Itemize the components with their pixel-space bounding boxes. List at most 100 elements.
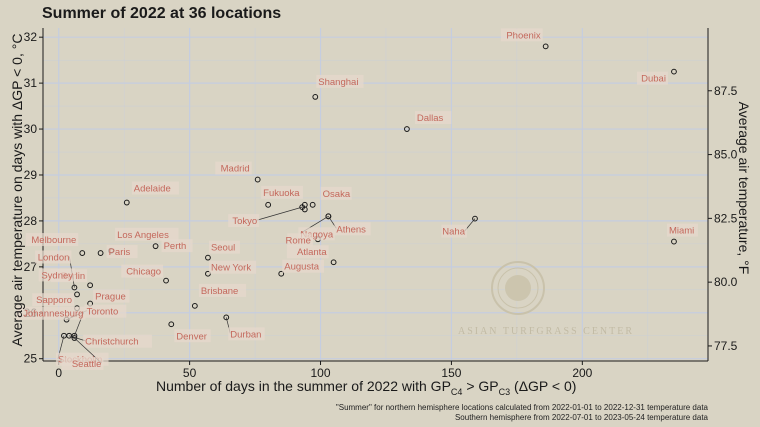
data-label-bg xyxy=(38,268,76,282)
data-label-bg xyxy=(121,264,164,278)
data-point xyxy=(223,314,230,321)
data-label-bg xyxy=(228,327,265,341)
data-point xyxy=(671,68,677,75)
data-point xyxy=(671,238,677,245)
data-label-bg xyxy=(316,74,364,88)
data-point xyxy=(123,199,130,206)
y-right-tick-label: 82.5 xyxy=(714,211,738,225)
data-point xyxy=(79,250,86,256)
data-label: Perth xyxy=(164,241,187,252)
data-label: Seattle xyxy=(72,359,102,370)
y-tick-label: 28 xyxy=(24,214,38,228)
data-point xyxy=(265,201,272,208)
y-axis-label: Average air temperature on days with ΔGP… xyxy=(9,33,25,347)
data-label: Sapporo xyxy=(36,295,72,306)
watermark-text: ASIAN TURFGRASS CENTER xyxy=(457,326,635,337)
data-label: Naha xyxy=(442,227,465,238)
data-point xyxy=(404,126,410,132)
data-label: Fukuoka xyxy=(263,188,300,199)
data-point xyxy=(87,282,94,289)
data-point xyxy=(472,215,478,222)
data-label: Dallas xyxy=(417,113,444,124)
y-tick-label: 30 xyxy=(24,122,38,136)
data-label-bg xyxy=(636,71,668,85)
data-label-bg xyxy=(131,181,179,195)
data-label-bg xyxy=(25,233,79,247)
y-right-tick-label: 87.5 xyxy=(714,84,738,98)
data-label: New York xyxy=(211,263,251,274)
data-label: Athens xyxy=(336,224,366,235)
x-tick-label: 200 xyxy=(572,366,592,380)
label-leader-line xyxy=(69,335,86,342)
x-tick-label: 0 xyxy=(55,366,62,380)
data-label: Paris xyxy=(109,247,131,258)
data-label: Tokyo xyxy=(232,216,257,227)
data-label-bg xyxy=(161,239,193,253)
data-label: London xyxy=(38,253,70,264)
data-point xyxy=(152,243,159,250)
data-label-bg xyxy=(666,223,698,237)
data-label-bg xyxy=(16,306,86,320)
data-point xyxy=(74,291,80,298)
data-label: Augusta xyxy=(284,262,320,273)
data-point xyxy=(325,213,332,220)
data-point xyxy=(66,332,73,339)
data-label-bg xyxy=(414,111,452,125)
data-label: Denver xyxy=(176,331,207,342)
data-label-bg xyxy=(334,222,371,236)
data-label: Christchurch xyxy=(85,337,138,348)
data-label: Toronto xyxy=(87,307,119,318)
label-leader-line xyxy=(257,206,303,221)
data-label: Miami xyxy=(669,226,694,237)
data-label: Chicago xyxy=(126,267,161,278)
data-label-bg xyxy=(320,186,352,200)
data-label: Sydney xyxy=(41,270,73,281)
data-point xyxy=(191,302,198,309)
data-label-bg xyxy=(287,233,313,247)
data-label-bg xyxy=(500,28,543,42)
data-label-bg xyxy=(174,329,211,343)
data-point xyxy=(312,93,319,100)
data-label-bg xyxy=(282,259,325,273)
x-tick-label: 150 xyxy=(441,366,461,380)
data-label-bg xyxy=(115,227,179,241)
chart-title: Summer of 2022 at 36 locations xyxy=(42,5,282,22)
data-label-bg xyxy=(198,283,247,297)
data-label-bg xyxy=(215,161,252,175)
data-label: Melbourne xyxy=(31,235,76,246)
data-label-bg xyxy=(441,224,467,238)
y-right-tick-label: 85.0 xyxy=(714,148,738,162)
data-label: Durban xyxy=(230,329,261,340)
data-point xyxy=(97,250,104,256)
data-label: Adelaide xyxy=(134,184,171,195)
data-label-bg xyxy=(208,240,240,254)
data-point xyxy=(205,254,211,261)
watermark: ASIAN TURFGRASS CENTER xyxy=(456,258,636,342)
y-tick-label: 27 xyxy=(24,260,38,274)
data-point xyxy=(309,201,316,208)
y-tick-label: 29 xyxy=(24,168,38,182)
data-point xyxy=(299,204,306,211)
data-label: Brisbane xyxy=(201,286,239,297)
data-point xyxy=(330,259,337,266)
x-tick-label: 50 xyxy=(183,366,197,380)
data-label-bg xyxy=(208,260,257,274)
data-point xyxy=(278,270,285,277)
y-right-tick-label: 80.0 xyxy=(714,275,738,289)
data-label-bg xyxy=(261,185,303,199)
x-axis-label: Number of days in the summer of 2022 wit… xyxy=(156,378,577,397)
data-label-bg xyxy=(106,245,138,259)
data-label-bg xyxy=(84,304,127,318)
data-label-bg xyxy=(286,245,329,259)
data-label-bg xyxy=(61,357,104,371)
data-label: Rome xyxy=(286,235,311,246)
data-label: Prague xyxy=(95,292,126,303)
x-tick-label: 100 xyxy=(311,366,331,380)
data-label: Los Angeles xyxy=(117,230,169,241)
data-label: Johannesburg xyxy=(23,309,83,320)
y-right-tick-label: 77.5 xyxy=(714,339,738,353)
data-label-bg xyxy=(83,334,152,348)
data-label: Nagoya xyxy=(300,229,333,240)
data-label: Atlanta xyxy=(297,247,327,258)
